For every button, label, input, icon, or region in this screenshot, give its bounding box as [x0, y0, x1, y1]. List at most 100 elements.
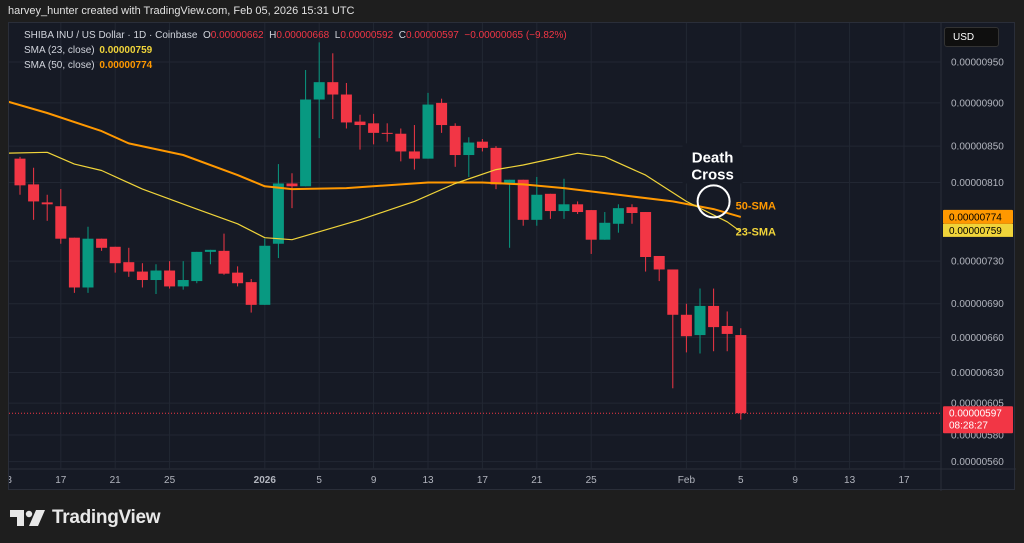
candle-down[interactable] [41, 202, 53, 205]
sma23-value: 0.00000759 [99, 45, 153, 56]
sma23-line[interactable] [9, 151, 742, 241]
last-price-label: 08:28:27 [949, 421, 988, 432]
candle-down[interactable] [626, 207, 638, 214]
candle-down[interactable] [476, 141, 488, 148]
x-tick-label: 17 [477, 475, 489, 486]
candle-down[interactable] [585, 210, 597, 240]
candle-down[interactable] [14, 158, 26, 186]
currency-selector[interactable]: USD [944, 27, 999, 47]
candle-down[interactable] [327, 82, 339, 95]
high-value: 0.00000668 [276, 30, 330, 41]
y-tick-label: 0.00000730 [951, 257, 1004, 268]
candle-down[interactable] [340, 94, 352, 123]
candle-down[interactable] [653, 255, 665, 270]
sma23-label: SMA (23, close) [24, 45, 95, 56]
sma50-value: 0.00000774 [99, 60, 153, 71]
death-cross-label-bg [682, 143, 743, 184]
candle-down[interactable] [96, 238, 108, 248]
x-tick-label: 5 [738, 475, 744, 486]
candle-down[interactable] [449, 125, 461, 156]
candle-down[interactable] [721, 325, 733, 334]
sma50-price-label: 0.00000774 [949, 212, 1002, 223]
candle-down[interactable] [218, 250, 230, 274]
x-tick-label: 17 [55, 475, 67, 486]
candle-down[interactable] [164, 270, 176, 287]
y-tick-label: 0.00000900 [951, 98, 1004, 109]
y-tick-label: 0.00000630 [951, 368, 1004, 379]
candle-down[interactable] [408, 151, 420, 159]
candle-down[interactable] [68, 237, 80, 288]
x-tick-label: 9 [371, 475, 377, 486]
candlestick-chart[interactable]: 0.00000950 0.00000900 0.00000850 0.00000810… [9, 23, 1016, 491]
candle-down[interactable] [286, 183, 298, 187]
x-tick-label: 17 [898, 475, 910, 486]
candle-up[interactable] [82, 238, 94, 288]
candle-down[interactable] [245, 282, 257, 305]
sma23-legend[interactable]: SMA (23, close) 0.00000759 [24, 45, 152, 56]
candle-down[interactable] [517, 179, 529, 220]
candle-down[interactable] [395, 133, 407, 152]
candle-up[interactable] [599, 222, 611, 240]
candle-up[interactable] [150, 270, 162, 281]
candle-up[interactable] [504, 179, 516, 185]
low-value: 0.00000592 [340, 30, 394, 41]
candle-down[interactable] [354, 121, 366, 126]
candle-down[interactable] [136, 271, 148, 281]
candle-up[interactable] [191, 251, 203, 282]
sma50-legend[interactable]: SMA (50, close) 0.00000774 [24, 60, 152, 71]
candle-down[interactable] [28, 184, 40, 202]
x-tick-label: 5 [316, 475, 322, 486]
sma50-line[interactable] [9, 100, 742, 218]
candle-down[interactable] [640, 212, 652, 258]
candle-up[interactable] [612, 208, 624, 224]
candle-down[interactable] [232, 272, 244, 284]
close-label: C [398, 30, 406, 41]
last-price-label: 0.00000597 [949, 409, 1002, 420]
candle-up[interactable] [259, 245, 271, 305]
candle-down[interactable] [490, 147, 502, 185]
candle-down[interactable] [680, 314, 692, 337]
x-tick-label: 25 [164, 475, 176, 486]
candle-down[interactable] [55, 206, 67, 239]
change-value: −0.00000065 (−9.82%) [464, 30, 567, 41]
candle-up[interactable] [272, 183, 284, 244]
chart-frame[interactable]: 0.00000950 0.00000900 0.00000850 0.00000810… [8, 22, 1016, 491]
candle-down[interactable] [735, 335, 747, 414]
y-tick-label: 0.00000950 [951, 58, 1004, 69]
candle-up[interactable] [558, 204, 570, 212]
candle-down[interactable] [381, 132, 393, 134]
candle-up[interactable] [177, 280, 189, 287]
candle-up[interactable] [463, 142, 475, 156]
low-label: L [334, 30, 341, 41]
candle-down[interactable] [572, 204, 584, 213]
tradingview-logo[interactable]: TradingView [10, 507, 161, 529]
x-tick-label: 25 [586, 475, 598, 486]
symbol-legend: SHIBA INU / US Dollar · 1D · Coinbase O0… [24, 30, 567, 41]
x-tick-label: 13 [422, 475, 434, 486]
candle-up[interactable] [300, 99, 312, 187]
sma50-price-label-bg [943, 209, 1013, 224]
tradingview-logo-text: TradingView [52, 507, 161, 528]
candle-down[interactable] [544, 193, 556, 212]
x-tick-label: 13 [844, 475, 856, 486]
candle-up[interactable] [204, 249, 216, 252]
symbol-title: SHIBA INU / US Dollar · 1D · Coinbase [24, 30, 198, 41]
last-price-label-bg [943, 406, 1013, 434]
x-tick-label: 21 [531, 475, 543, 486]
candle-down[interactable] [708, 305, 720, 328]
candle-down[interactable] [123, 262, 135, 272]
high-label: H [269, 30, 277, 41]
candle-down[interactable] [109, 246, 121, 264]
candle-down[interactable] [667, 269, 679, 315]
plot-area[interactable] [9, 23, 941, 469]
chart-credit: harvey_hunter created with TradingView.c… [8, 5, 355, 17]
candle-down[interactable] [368, 123, 380, 133]
candle-up[interactable] [531, 194, 543, 220]
candle-up[interactable] [313, 82, 325, 100]
sma23-price-label-bg [943, 223, 1013, 237]
open-value: 0.00000662 [210, 30, 264, 41]
candle-down[interactable] [436, 102, 448, 126]
candle-up[interactable] [694, 305, 706, 336]
x-tick-label: 21 [110, 475, 122, 486]
candle-up[interactable] [422, 104, 434, 159]
